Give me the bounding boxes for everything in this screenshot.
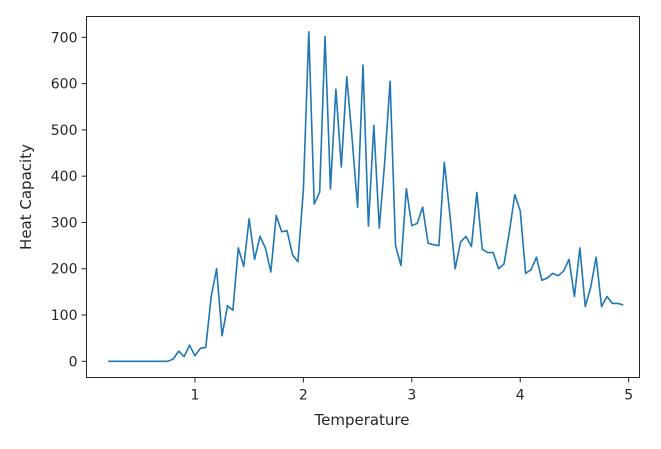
x-tick-label: 1 [190, 388, 199, 404]
y-tick-label: 300 [51, 215, 78, 231]
x-tick-label: 4 [516, 388, 525, 404]
x-axis: 1 2 3 4 5 [190, 377, 633, 404]
y-tick-label: 0 [69, 354, 78, 370]
y-tick-label: 100 [51, 308, 78, 324]
plot-line-layer [108, 30, 624, 363]
y-tick-label: 600 [51, 77, 78, 93]
x-tick-label: 2 [299, 388, 308, 404]
series-line-0 [108, 30, 624, 363]
y-tick-label: 200 [51, 262, 78, 278]
y-axis-label: Heat Capacity [17, 144, 35, 250]
y-tick-label: 400 [51, 169, 78, 185]
y-tick-label: 700 [51, 30, 78, 46]
x-tick-label: 3 [407, 388, 416, 404]
y-tick-label: 500 [51, 123, 78, 139]
x-tick-label: 5 [624, 388, 633, 404]
y-axis: 0 100 200 300 400 500 600 700 [51, 30, 87, 370]
x-axis-label: Temperature [313, 411, 409, 429]
plot-frame [86, 16, 640, 378]
